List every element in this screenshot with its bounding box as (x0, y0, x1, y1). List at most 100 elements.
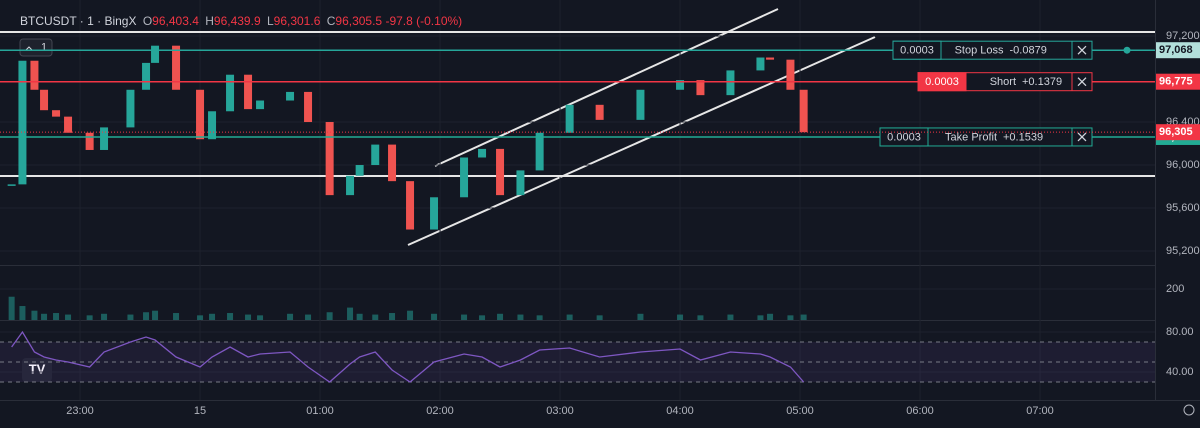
candle (304, 91, 313, 123)
volume-bar (86, 315, 93, 320)
y-tick-label: 40.00 (1166, 366, 1194, 378)
price-badge (1156, 73, 1200, 90)
candle (496, 148, 505, 196)
candle (388, 144, 397, 182)
rsi-line (11, 330, 805, 383)
toggle-label: 1 (41, 41, 47, 53)
volume-bar (800, 314, 807, 320)
svg-text:TV: TV (29, 361, 46, 376)
order-qty: 0.0003 (900, 45, 934, 57)
order-name: Take Profit (945, 131, 997, 143)
order-qty: 0.0003 (887, 131, 921, 143)
volume-bar (372, 314, 379, 320)
close-icon (1077, 132, 1087, 142)
channel-line[interactable] (434, 8, 779, 167)
legend-header: BTCUSDT · 1 · BingX O96,403.4 H96,439.9 … (20, 14, 462, 28)
volume-bar (19, 306, 26, 320)
order-handle (1123, 46, 1131, 54)
ohlc-value: 96,439.9 (213, 14, 261, 28)
volume-bar (173, 313, 180, 320)
candle (516, 170, 525, 196)
order-box[interactable]: 0.0003 Stop Loss -0.0879 (892, 40, 1093, 60)
candle (244, 74, 253, 110)
ohlc-key: C (326, 14, 336, 28)
candle (786, 59, 795, 90)
order-name: Stop Loss (955, 45, 1004, 57)
candle (196, 89, 205, 140)
candle (766, 57, 775, 60)
candle (52, 110, 61, 117)
ohlc-key: H (205, 14, 214, 28)
volume-bar (566, 314, 573, 320)
candle (286, 91, 295, 101)
symbol: BTCUSDT · 1 · BingX (20, 14, 137, 28)
order-box[interactable]: 0.0003 Take Profit +0.1539 (879, 127, 1093, 147)
toggle-button[interactable] (19, 38, 53, 57)
volume-bar (127, 314, 134, 320)
candle (226, 74, 235, 112)
volume-bar (479, 315, 486, 320)
candle (208, 111, 217, 140)
order-box[interactable]: 0.0003 Short +0.1379 (917, 72, 1093, 92)
close-icon (1077, 77, 1087, 87)
logo[interactable]: TV (22, 358, 52, 382)
candle (126, 89, 135, 128)
candle (172, 45, 181, 90)
y-tick-label: 97,200 (1166, 30, 1200, 42)
x-tick-label: 03:00 (546, 405, 574, 417)
candle (696, 80, 705, 96)
volume-bar (152, 310, 159, 320)
volume-bar (787, 315, 794, 320)
ohlc-value: 96,305.5 (335, 14, 383, 28)
x-tick-label: 04:00 (666, 405, 694, 417)
candle (40, 89, 49, 111)
candle (142, 62, 151, 90)
volume-bar (697, 315, 704, 320)
close-icon (1077, 45, 1087, 55)
volume-bar (356, 313, 363, 320)
volume-bar (305, 314, 312, 320)
order-name: Short (990, 76, 1016, 88)
y-tick-label: 95,200 (1166, 245, 1200, 257)
ohlc-key: O (142, 14, 153, 28)
order-pnl: +0.1379 (1022, 76, 1062, 88)
candle (85, 132, 94, 150)
candle (460, 157, 469, 198)
volume-bar (757, 315, 764, 320)
candle (406, 181, 415, 230)
volume-bar (197, 315, 204, 320)
volume-bar (461, 314, 468, 320)
y-tick-label: 80.00 (1166, 326, 1194, 338)
volume-bar (431, 313, 438, 320)
candle (595, 104, 604, 120)
volume-bar (727, 314, 734, 320)
candle (64, 116, 73, 133)
channel-line[interactable] (407, 36, 876, 246)
candle (100, 127, 109, 150)
y-tick-label: 200 (1166, 283, 1184, 295)
candle (256, 100, 265, 110)
settings-icon[interactable] (1183, 404, 1195, 416)
candle (18, 60, 27, 185)
candle (756, 57, 765, 71)
chevron-icon (25, 46, 33, 51)
order-pnl: -0.0879 (1010, 45, 1047, 57)
y-tick-label: 96,000 (1166, 159, 1200, 171)
y-tick-label: 95,600 (1166, 202, 1200, 214)
volume-bar (209, 313, 216, 320)
volume-bar (31, 310, 38, 320)
volume-bar (347, 307, 354, 320)
x-tick-label: 01:00 (306, 405, 334, 417)
candle (636, 89, 645, 120)
price-badge-label: 97,068 (1159, 44, 1193, 56)
x-tick-label: 02:00 (426, 405, 454, 417)
last-price-badge (1156, 124, 1200, 141)
candle (565, 104, 574, 133)
volume-bar (8, 296, 15, 320)
candle (799, 89, 808, 133)
candle (346, 175, 355, 196)
candle (325, 122, 334, 196)
order-pnl: +0.1539 (1003, 131, 1043, 143)
